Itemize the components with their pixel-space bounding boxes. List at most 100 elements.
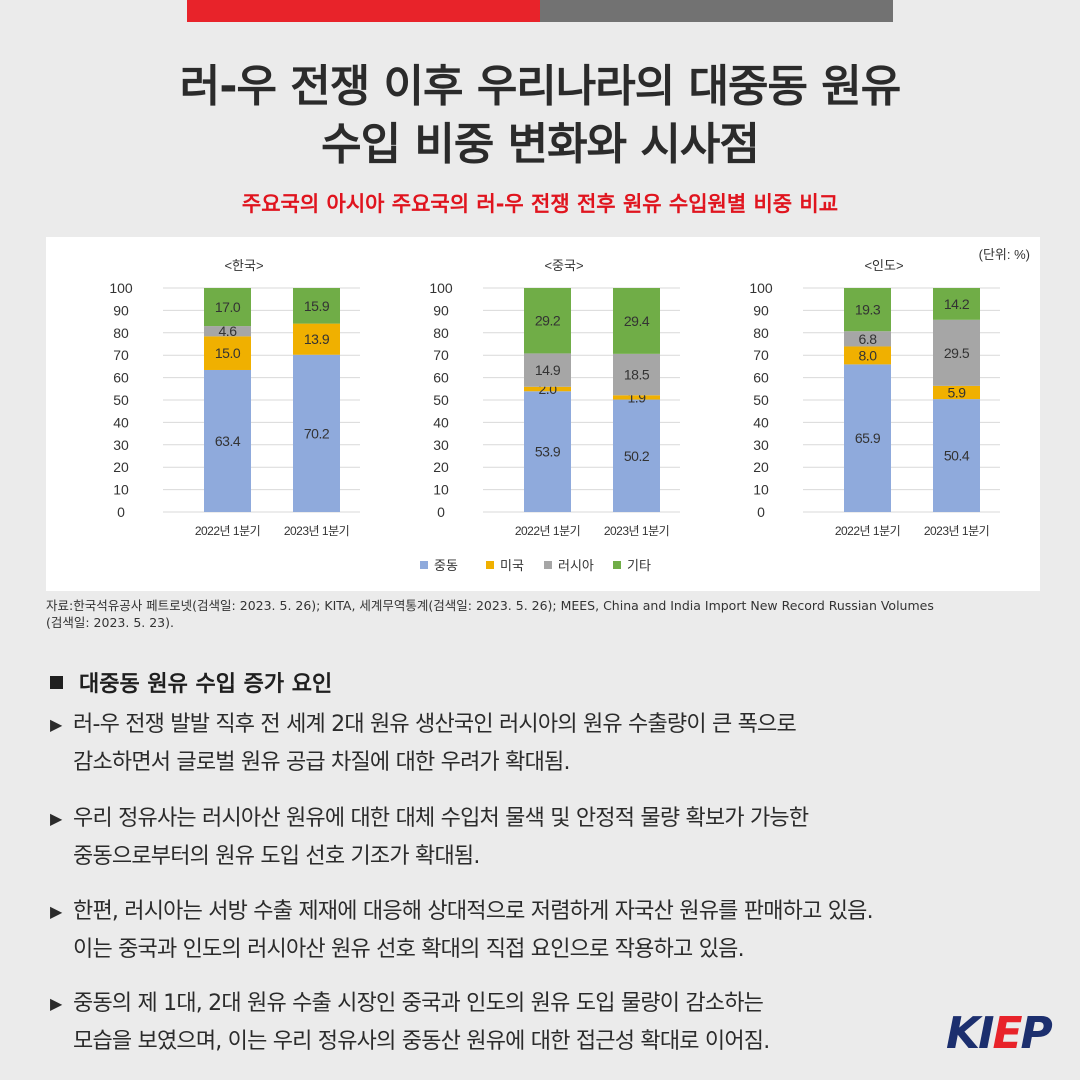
bar-segment: [293, 288, 340, 324]
y-tick-label: 60: [753, 370, 769, 386]
data-label: 5.9: [948, 384, 967, 400]
bar-segment: [524, 386, 571, 392]
data-label: 29.4: [624, 313, 650, 329]
square-bullet-icon: [50, 676, 63, 689]
bar-segment: [613, 395, 660, 400]
y-tick-label: 80: [113, 325, 129, 341]
stacked-bar-chart: (단위: %)<한국>100908070605040302010063.415.…: [109, 247, 1030, 573]
y-tick-label: 0: [117, 504, 125, 520]
y-tick-label: 100: [429, 280, 453, 296]
y-tick-label: 0: [437, 504, 445, 520]
y-tick-label: 30: [113, 437, 129, 453]
y-tick-label: 40: [113, 414, 129, 430]
chart-panel: (단위: %) <한국> 100 90 80 70 60 50 40 30 20 10 0 63.4 15.…: [46, 237, 1040, 591]
bullet-item: ▶ 한편, 러시아는 서방 수출 제재에 대응해 상대적으로 저렴하게 자국산 …: [50, 893, 1060, 969]
chart-subtitle: 주요국의 아시아 주요국의 러-우 전쟁 전후 원유 수입원별 비중 비교: [241, 192, 839, 216]
y-tick-label: 70: [433, 347, 449, 363]
bullet-line: 이는 중국과 인도의 러시아산 원유 선호 확대의 직접 요인으로 작용하고 있…: [73, 937, 745, 962]
bullet-line: 우리 정유사는 러시아산 원유에 대한 대체 수입처 물색 및 안정적 물량 확…: [73, 806, 809, 831]
data-label: 19.3: [855, 302, 881, 318]
bullet-line: 중동의 제 1대, 2대 원유 수출 시장인 중국과 인도의 원유 도입 물량이…: [73, 991, 764, 1016]
data-label: 53.9: [535, 444, 561, 460]
bar-segment: [933, 399, 980, 512]
bullet-line: 한편, 러시아는 서방 수출 제재에 대응해 상대적으로 저렴하게 자국산 원유…: [73, 899, 874, 924]
bar-segment: [844, 288, 891, 332]
triangle-bullet-icon: ▶: [50, 715, 63, 734]
bullet-item: ▶ 러-우 전쟁 발발 직후 전 세계 2대 원유 생산국인 러시아의 원유 수…: [50, 706, 1060, 782]
y-tick-label: 80: [433, 325, 449, 341]
unit-label: (단위: %): [979, 247, 1030, 262]
bar-segment: [204, 369, 251, 512]
y-tick-label: 70: [113, 347, 129, 363]
bar-segment: [524, 353, 571, 387]
page-title: 러-우 전쟁 이후 우리나라의 대중동 원유 수입 비중 변화와 시사점: [0, 58, 1080, 174]
y-tick-label: 90: [433, 302, 449, 318]
y-tick-label: 90: [753, 302, 769, 318]
data-label: 29.5: [944, 345, 970, 361]
y-tick-label: 40: [753, 414, 769, 430]
data-label: 15.9: [304, 298, 330, 314]
bar-segment: [293, 354, 340, 512]
bar-segment: [524, 391, 571, 512]
bar-segment: [613, 399, 660, 512]
data-label: 14.2: [944, 296, 970, 312]
section-heading-text: 대중동 원유 수입 증가 요인: [79, 672, 333, 697]
y-tick-label: 20: [433, 459, 449, 475]
bar-segment: [933, 385, 980, 400]
x-tick-label: 2022년 1분기: [515, 524, 580, 538]
data-label: 13.9: [304, 331, 330, 347]
data-label: 29.2: [535, 313, 561, 329]
bar-segment: [204, 326, 251, 337]
bar-segment: [613, 353, 660, 396]
legend-swatch: [544, 561, 552, 569]
data-label: 15.0: [215, 345, 241, 361]
x-tick-label: 2022년 1분기: [195, 524, 260, 538]
y-tick-label: 100: [749, 280, 773, 296]
triangle-bullet-icon: ▶: [50, 902, 63, 921]
page-title-line2: 수입 비중 변화와 시사점: [321, 119, 760, 170]
source-note: 자료:한국석유공사 페트로넷(검색일: 2023. 5. 26); KITA, …: [46, 597, 1046, 631]
data-label: 63.4: [215, 433, 241, 449]
data-label: 6.8: [859, 331, 878, 347]
y-tick-label: 30: [753, 437, 769, 453]
y-tick-label: 70: [753, 347, 769, 363]
bar-segment: [844, 346, 891, 365]
kiep-logo: KIEP: [946, 1008, 1053, 1059]
y-tick-label: 100: [109, 280, 133, 296]
y-tick-label: 10: [433, 482, 449, 498]
bullet-line: 중동으로부터의 원유 도입 선호 기조가 확대됨.: [73, 844, 480, 869]
bullet-line: 모습을 보였으며, 이는 우리 정유사의 중동산 원유에 대한 접근성 확대로 …: [73, 1029, 770, 1054]
bar-segment: [204, 336, 251, 370]
y-tick-label: 20: [113, 459, 129, 475]
legend-label: 미국: [500, 558, 524, 573]
source-line1: 자료:한국석유공사 페트로넷(검색일: 2023. 5. 26); KITA, …: [46, 598, 934, 613]
page-title-line1: 러-우 전쟁 이후 우리나라의 대중동 원유: [179, 61, 902, 112]
y-tick-label: 50: [113, 392, 129, 408]
top-accent-bar-gray: [540, 0, 893, 22]
triangle-bullet-icon: ▶: [50, 809, 63, 828]
data-label: 8.0: [859, 347, 878, 363]
x-tick-label: 2023년 1분기: [284, 524, 349, 538]
x-tick-label: 2022년 1분기: [835, 524, 900, 538]
legend-label: 중동: [434, 558, 458, 573]
legend-swatch: [486, 561, 494, 569]
y-tick-label: 80: [753, 325, 769, 341]
x-tick-label: 2023년 1분기: [924, 524, 989, 538]
y-tick-label: 10: [753, 482, 769, 498]
y-tick-label: 10: [113, 482, 129, 498]
legend-swatch: [613, 561, 621, 569]
source-line2: (검색일: 2023. 5. 23).: [46, 615, 174, 630]
bar-segment: [613, 288, 660, 354]
y-tick-label: 50: [433, 392, 449, 408]
data-label: 18.5: [624, 367, 650, 383]
triangle-bullet-icon: ▶: [50, 994, 63, 1013]
y-tick-label: 90: [113, 302, 129, 318]
data-label: 14.9: [535, 362, 561, 378]
y-tick-label: 60: [433, 370, 449, 386]
y-tick-label: 50: [753, 392, 769, 408]
bullet-item: ▶ 우리 정유사는 러시아산 원유에 대한 대체 수입처 물색 및 안정적 물량…: [50, 800, 1060, 876]
data-label: 70.2: [304, 425, 330, 441]
bar-segment: [844, 364, 891, 512]
bar-segment: [933, 319, 980, 386]
y-tick-label: 40: [433, 414, 449, 430]
